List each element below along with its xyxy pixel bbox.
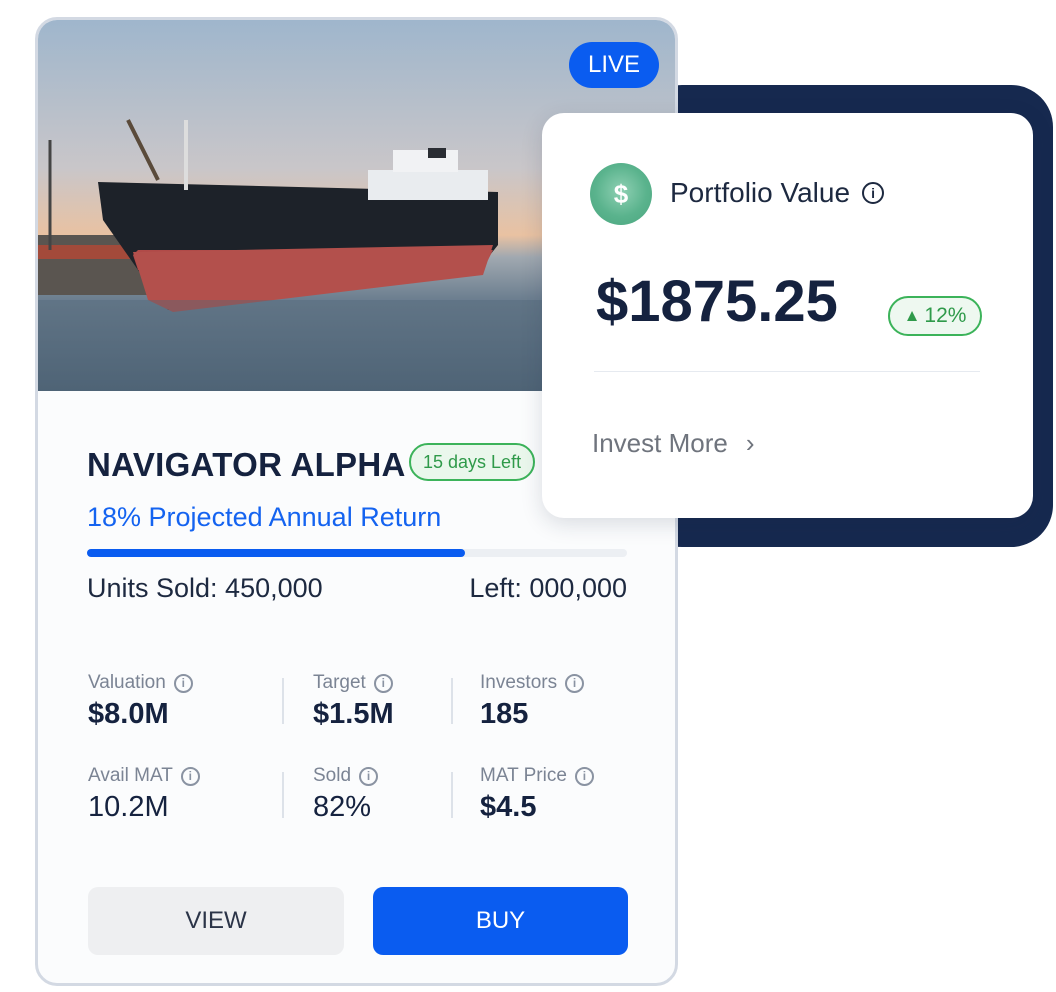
info-icon[interactable]: i	[862, 182, 885, 204]
projected-return: 18% Projected Annual Return	[87, 502, 442, 532]
progress-fill	[87, 549, 465, 557]
stat-label: Sold	[313, 765, 352, 786]
portfolio-card: $ Portfolio Value i $1875.25 ▲ 12% Invest …	[542, 113, 1033, 518]
listing-name: NAVIGATOR ALPHA	[87, 446, 406, 483]
divider	[594, 371, 980, 372]
up-triangle-icon: ▲	[903, 306, 921, 325]
divider	[451, 678, 453, 724]
stat-label: Valuation	[88, 672, 166, 693]
info-icon[interactable]: i	[373, 673, 393, 693]
live-badge: LIVE	[569, 42, 659, 88]
stat-value: 185	[480, 698, 529, 730]
invest-more-link[interactable]: Invest More ›	[592, 428, 755, 459]
divider	[282, 678, 284, 724]
change-value: 12%	[924, 304, 967, 327]
units-left: Left: 000,000	[469, 573, 627, 603]
stat-mat-price: MAT Price i $4.5	[480, 765, 660, 824]
stat-label: MAT Price	[480, 765, 567, 786]
chevron-right-icon: ›	[745, 428, 755, 458]
info-icon[interactable]: i	[173, 673, 193, 693]
info-icon[interactable]: i	[565, 673, 585, 693]
stat-value: 10.2M	[88, 791, 169, 823]
portfolio-value: $1875.25	[596, 269, 838, 334]
stat-target: Target i $1.5M	[313, 672, 493, 731]
buy-button[interactable]: BUY	[373, 887, 628, 955]
stat-value: 82%	[313, 791, 372, 823]
view-button[interactable]: VIEW	[88, 887, 344, 955]
invest-more-label: Invest More	[592, 428, 728, 458]
stat-value: $8.0M	[88, 698, 169, 730]
info-icon[interactable]: i	[574, 766, 594, 786]
stat-label: Investors	[480, 672, 558, 693]
days-left-badge: 15 days Left	[409, 443, 536, 481]
info-icon[interactable]: i	[359, 766, 379, 786]
stat-value: $1.5M	[313, 698, 394, 730]
stat-avail-mat: Avail MAT i 10.2M	[88, 765, 268, 824]
portfolio-title: Portfolio Value i	[670, 177, 885, 209]
units-sold: Units Sold: 450,000	[87, 573, 323, 603]
stat-value: $4.5	[480, 791, 537, 823]
stat-label: Avail MAT	[88, 765, 173, 786]
divider	[451, 772, 453, 818]
change-badge: ▲ 12%	[888, 296, 982, 336]
divider	[282, 772, 284, 818]
stat-investors: Investors i 185	[480, 672, 660, 731]
dollar-coin-icon: $	[590, 163, 652, 225]
stat-valuation: Valuation i $8.0M	[88, 672, 268, 731]
stat-sold: Sold i 82%	[313, 765, 493, 824]
sales-progress-bar	[87, 549, 627, 557]
stat-label: Target	[313, 672, 366, 693]
portfolio-title-text: Portfolio Value	[670, 177, 851, 208]
info-icon[interactable]: i	[180, 766, 200, 786]
